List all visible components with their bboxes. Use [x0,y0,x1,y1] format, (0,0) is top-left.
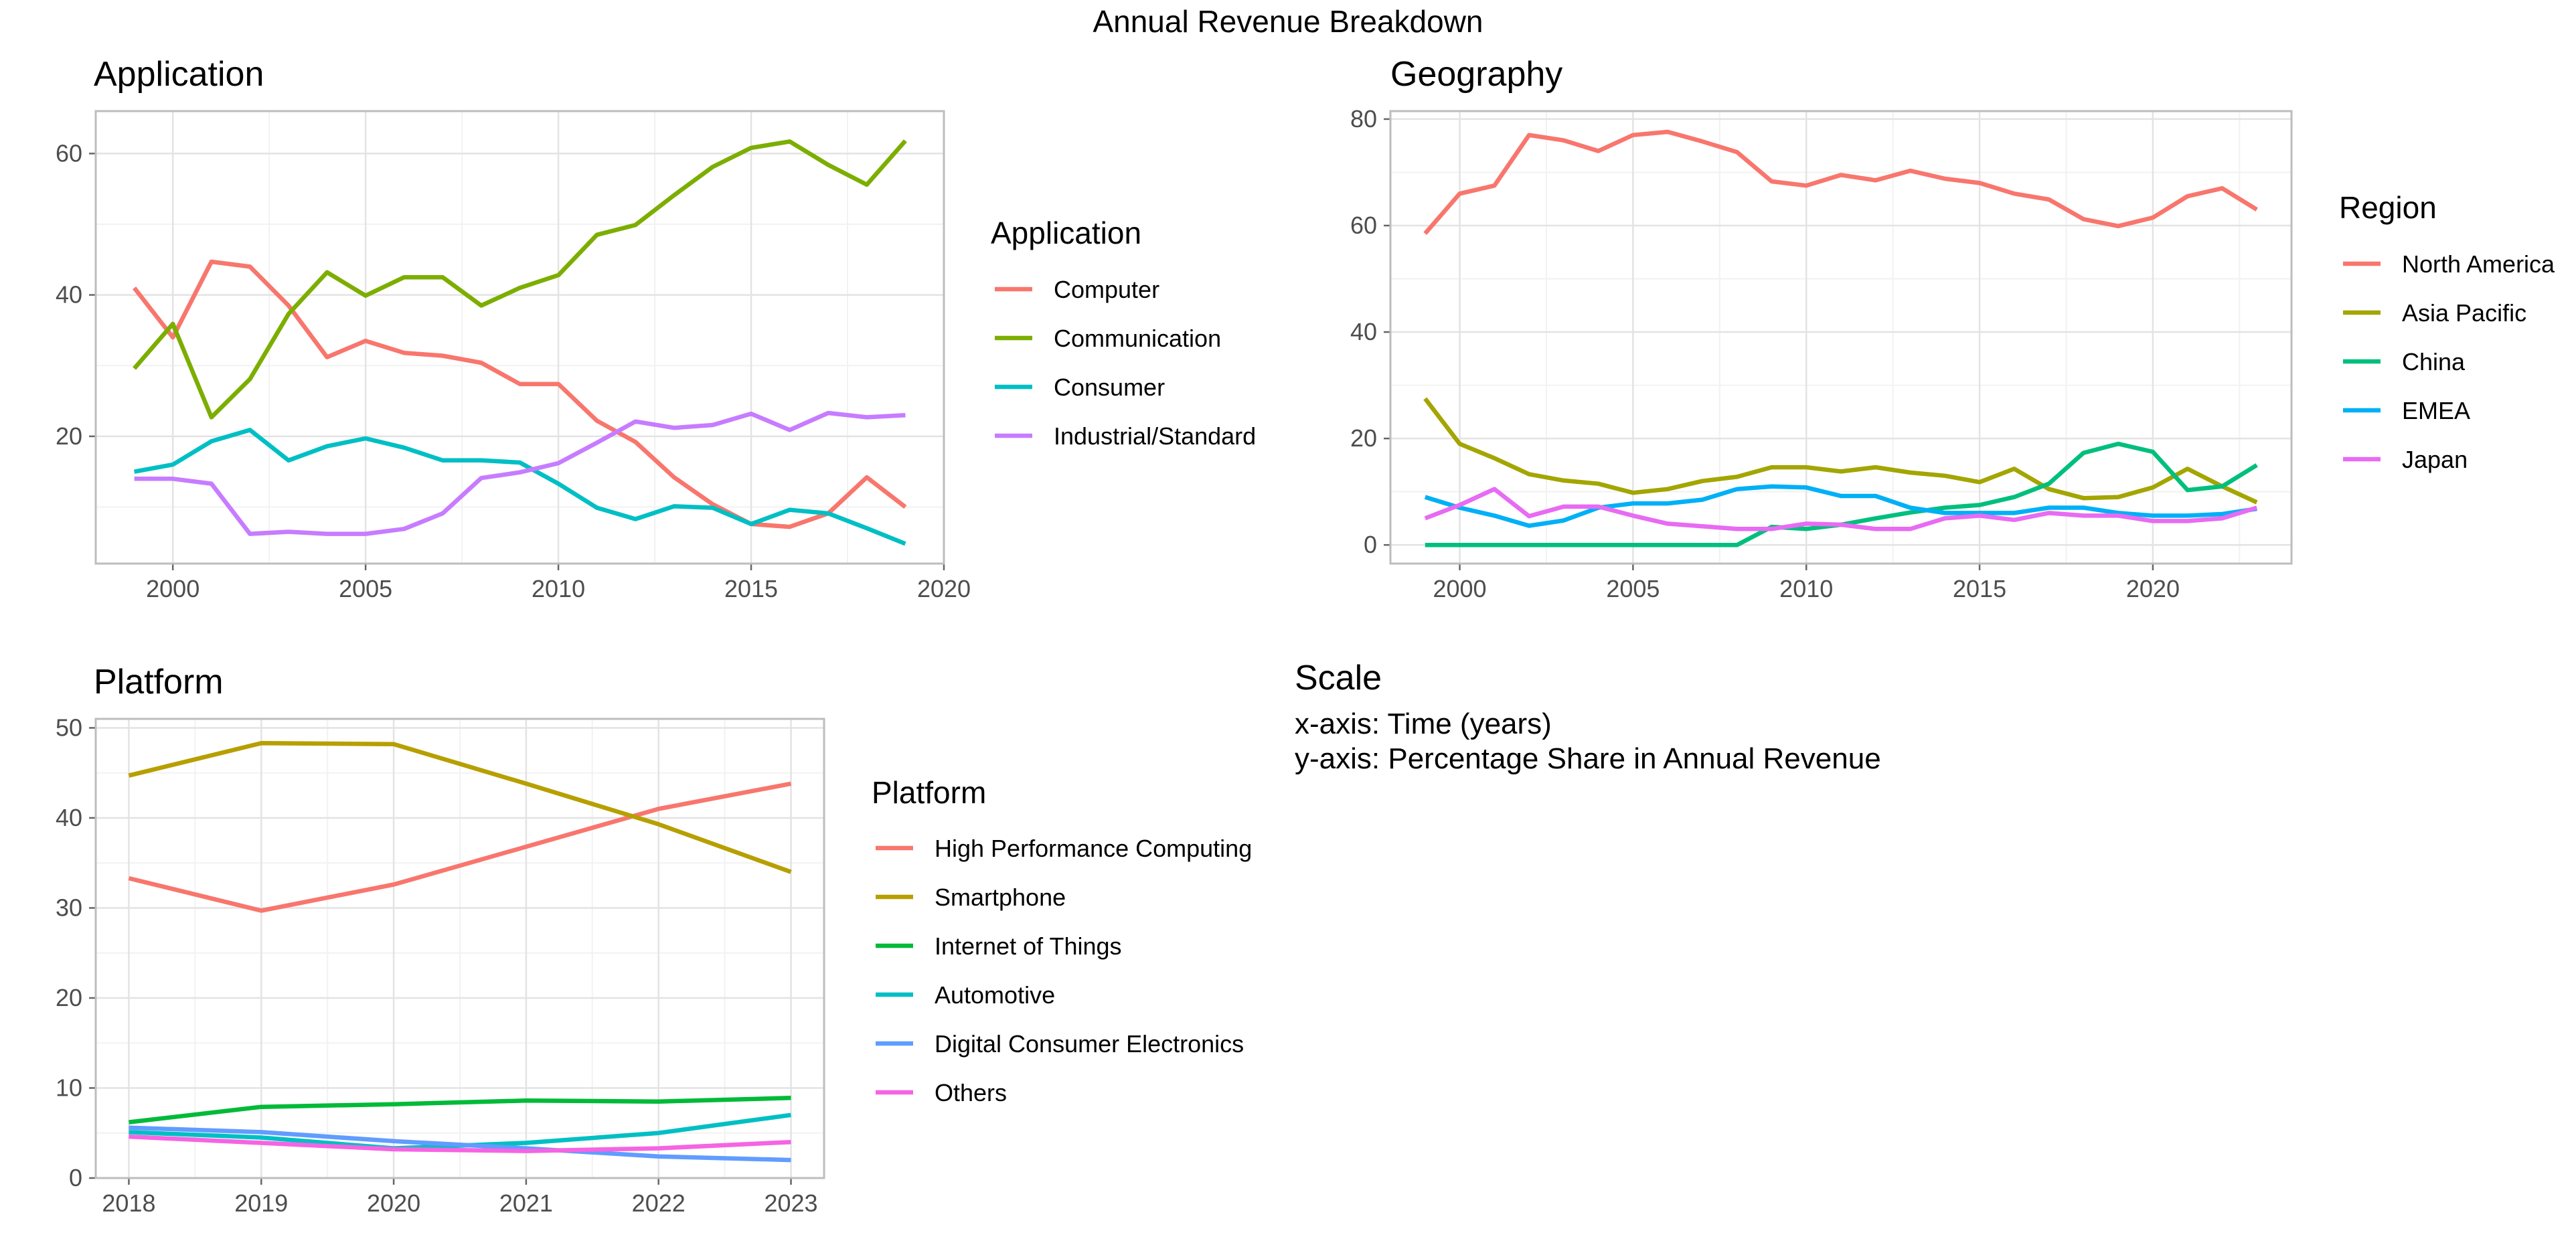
geography-legend-label: China [2402,348,2466,375]
application-series-line-consumer [134,428,906,546]
geography-series-line-north-america [1423,129,2258,236]
platform-x-tick-label: 2021 [499,1189,553,1217]
application-series-line-communication [133,139,907,420]
application-plot-border [94,110,945,565]
application-legend-label: Computer [1054,276,1159,303]
application-y-tick-label: 40 [56,281,82,309]
geography-y-tick-label: 40 [1350,318,1377,345]
geography-chart: Geography 2000 2005 2010 2015 2020 0 20 40 60 80 Re… [1350,55,2555,602]
scale-title: Scale [1295,659,1382,697]
platform-x-tick-label: 2020 [367,1189,420,1217]
platform-x-tick-label: 2019 [234,1189,288,1217]
geography-series-line-japan [1424,487,2258,531]
application-y-tick-label: 60 [56,139,82,167]
geography-series-line-asia-pacific [1423,397,2258,505]
platform-chart: Platform 2018 2019 2020 2021 2022 2023 0 10 20 30 4… [56,663,1252,1217]
application-x-tick-label: 2000 [146,575,199,602]
application-legend-label: Consumer [1054,373,1165,401]
platform-legend-label: Automotive [935,981,1055,1009]
geography-series-line-emea [1424,484,2257,528]
geography-legend-label: Japan [2402,446,2468,473]
platform-series-line-smartphone [128,741,792,874]
application-legend-title: Application [991,216,1141,250]
platform-y-tick-label: 0 [69,1164,82,1191]
geography-legend-label: Asia Pacific [2402,299,2526,327]
platform-series-line-others [129,1134,791,1153]
platform-series-line-high-performance-computing [128,781,792,913]
platform-panel-title: Platform [94,663,224,701]
geography-x-tick-label: 2015 [1953,575,2006,602]
platform-legend-label: Smartphone [935,884,1066,911]
application-legend-label: Communication [1054,325,1221,352]
application-x-tick-label: 2020 [917,575,971,602]
geography-legend-title: Region [2339,190,2437,225]
platform-legend-label: Digital Consumer Electronics [935,1030,1244,1058]
platform-y-tick-label: 40 [56,804,82,831]
geography-x-tick-label: 2005 [1606,575,1660,602]
figure-title: Annual Revenue Breakdown [1093,4,1483,39]
platform-y-tick-label: 20 [56,984,82,1011]
scale-y-axis-note: y-axis: Percentage Share in Annual Reven… [1295,742,1881,775]
geography-y-tick-label: 60 [1350,212,1377,239]
geography-y-tick-label: 20 [1350,424,1377,452]
platform-x-tick-label: 2022 [632,1189,686,1217]
geography-x-tick-label: 2000 [1433,575,1486,602]
geography-x-tick-label: 2020 [2126,575,2180,602]
geography-legend-label: North America [2402,250,2555,278]
geography-y-tick-label: 0 [1364,531,1377,558]
platform-plot-border [94,718,825,1179]
platform-x-tick-label: 2023 [764,1189,817,1217]
platform-legend-title: Platform [872,775,986,810]
geography-panel-title: Geography [1390,55,1562,94]
application-series-line-computer [133,259,907,529]
platform-legend-label: Others [935,1079,1007,1106]
application-legend-label: Industrial/Standard [1054,422,1256,450]
geography-legend-label: EMEA [2402,397,2470,424]
platform-y-tick-label: 50 [56,714,82,741]
geography-y-tick-label: 80 [1350,105,1377,133]
platform-legend-label: High Performance Computing [935,835,1252,862]
scale-note: Scale x-axis: Time (years) y-axis: Perce… [1295,657,2299,776]
platform-series-line-digital-consumer-electronics [129,1125,791,1163]
platform-x-tick-label: 2018 [102,1189,155,1217]
platform-y-tick-label: 30 [56,894,82,921]
application-x-tick-label: 2005 [339,575,392,602]
geography-plot-border [1389,110,2293,565]
platform-y-tick-label: 10 [56,1074,82,1101]
application-panel-title: Application [94,55,264,94]
application-y-tick-label: 20 [56,422,82,450]
application-series-line-industrial-standard [134,410,906,536]
platform-legend-label: Internet of Things [935,932,1122,960]
platform-series-line-internet-of-things [129,1096,791,1124]
application-x-tick-label: 2015 [724,575,778,602]
application-x-tick-label: 2010 [532,575,585,602]
geography-x-tick-label: 2010 [1779,575,1833,602]
scale-x-axis-note: x-axis: Time (years) [1295,707,1552,740]
